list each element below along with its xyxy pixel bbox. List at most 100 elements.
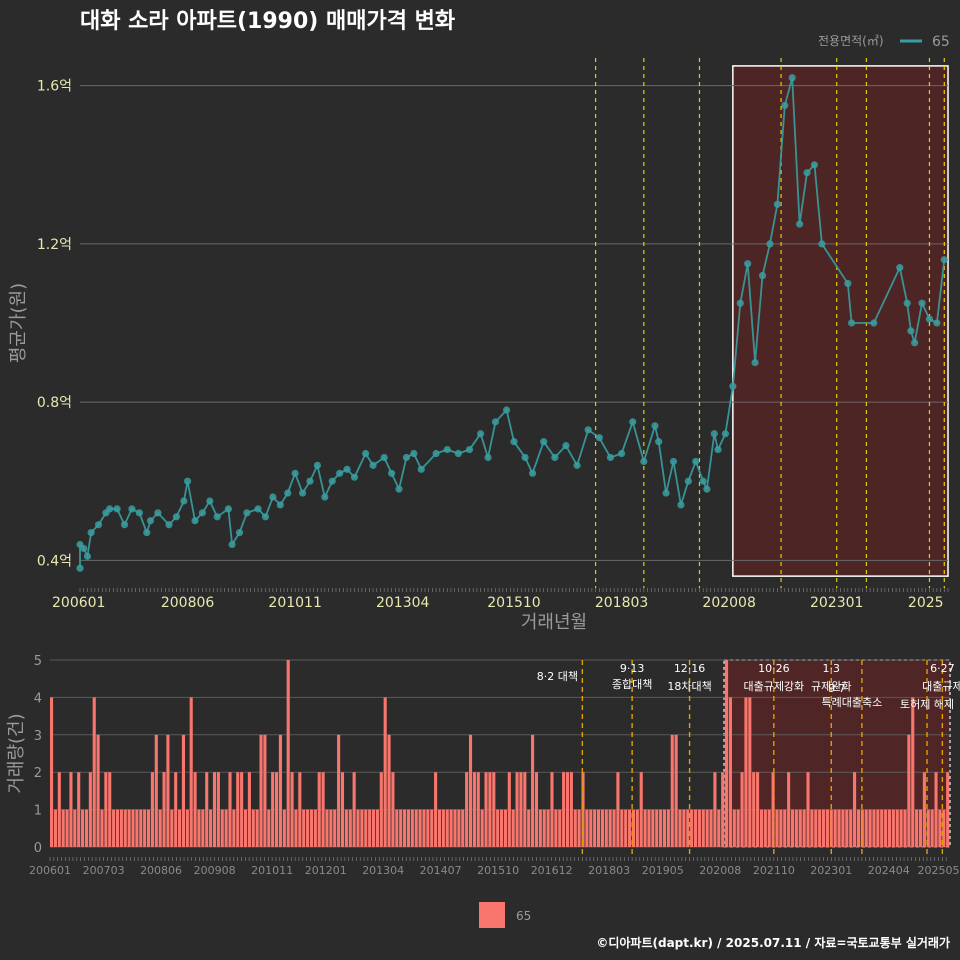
volume-bar [434,772,438,847]
volume-bar [573,809,577,847]
volume-bar [53,809,57,847]
volume-bar [181,734,185,847]
price-point [402,453,411,462]
y2-tick-label: 5 [34,654,42,669]
volume-bar [511,809,515,847]
volume-bar [209,809,213,847]
volume-bar [701,809,705,847]
volume-bar [697,809,701,847]
volume-bar [205,772,209,847]
volume-bar [620,809,624,847]
volume-bar [771,772,775,847]
top-legend: 전용면적(㎡) 65 [818,34,950,50]
volume-bar [783,809,787,847]
volume-bar [728,697,732,847]
legend-title: 전용면적(㎡) [818,34,884,48]
volume-bar [457,809,461,847]
price-point [751,358,759,367]
volume-bar [143,809,147,847]
volume-bar [422,809,426,847]
price-point [595,434,603,442]
volume-bar [135,809,139,847]
volume-bar [794,809,798,847]
volume-bar [418,809,422,847]
price-point [243,509,251,517]
volume-bar [624,809,628,847]
volume-bar [752,772,756,847]
volume-bar [344,809,348,847]
volume-bar [290,772,294,847]
volume-bar [534,772,539,847]
price-point [395,485,403,493]
policy-label-2: 규제완화 [811,680,851,693]
volume-bar [170,809,174,847]
volume-bar [562,772,566,847]
price-point [781,101,789,110]
price-point [191,517,199,525]
volume-bar [399,809,403,847]
volume-bar [360,809,364,847]
volume-bar [891,809,895,847]
price-point [844,279,852,288]
x2-tick-label: 200601 [29,864,71,877]
volume-bar [220,809,224,847]
volume-bar [693,809,698,847]
volume-bar [325,809,329,847]
volume-bar [709,809,713,847]
volume-bar [146,809,151,847]
volume-bar [77,772,81,847]
volume-bar [651,809,655,847]
volume-bar [612,809,616,847]
volume-bar [946,772,950,847]
volume-bar [593,809,597,847]
price-point [933,319,941,327]
volume-bar [212,772,217,847]
volume-bar [775,809,779,847]
chart-title: 대화 소라 아파트(1990) 매매가격 변화 [80,9,455,34]
volume-bar [686,809,690,847]
volume-bar [604,809,608,847]
volume-bar [821,809,826,847]
volume-bar [527,809,531,847]
price-point [651,422,659,430]
volume-bar [368,809,372,847]
volume-bar [115,809,120,847]
volume-bar [73,809,77,847]
volume-bar [306,809,310,847]
volume-bar [112,809,116,847]
volume-bar [468,734,473,847]
x-tick-label: 2025 [908,595,944,611]
volume-bar [736,809,740,847]
volume-bar [387,734,391,847]
x2-tick-label: 201201 [305,864,347,877]
volume-bar [100,809,104,847]
volume-bar [744,697,748,847]
volume-bar [779,809,783,847]
volume-bar [352,772,356,847]
volume-bar [267,809,271,847]
volume-bar [294,809,298,847]
volume-bar [453,809,457,847]
x2-tick-label: 201510 [477,864,519,877]
y-tick-label: 0.8억 [37,395,72,411]
volume-bar [395,809,399,847]
volume-bar [721,772,725,847]
volume-bar [787,772,791,847]
volume-bar [895,809,899,847]
volume-bar [364,809,368,847]
volume-bar [333,809,337,847]
volume-bar [887,809,892,847]
volume-bar [383,697,387,847]
price-point [165,521,173,529]
price-point [154,509,162,517]
volume-bar [216,772,220,847]
volume-bar [488,772,492,847]
price-point [143,529,151,537]
volume-bar [337,734,341,847]
volume-bar [461,809,465,847]
volume-bar [263,734,267,847]
volume-bar [507,772,511,847]
price-point [729,382,737,390]
volume-bar [391,772,395,847]
price-panel: 0.4억 0.8억 1.2억 1.6억 200601 200806 201011 201304… [8,58,949,633]
